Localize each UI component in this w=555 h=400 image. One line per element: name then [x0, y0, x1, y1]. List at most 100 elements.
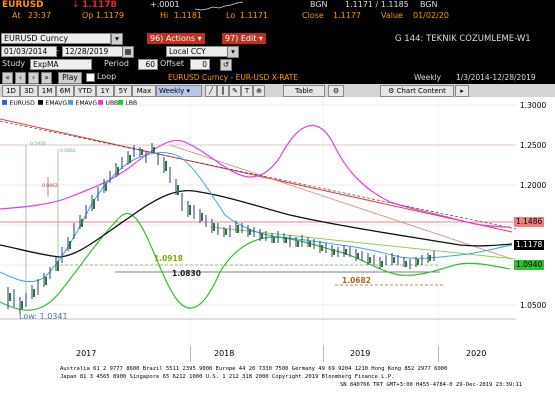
legend-swatch: [118, 100, 123, 105]
trendline-green[interactable]: [209, 226, 516, 260]
at-label: At: [12, 11, 21, 20]
low-label: Lo: [226, 11, 236, 20]
candles[interactable]: [7, 143, 435, 315]
fib-label-3: 0.0462: [42, 183, 58, 189]
range-toolbar: 1D 3D 1M 6M YTD 1Y 5Y Max Weekly ▾ ╱ ┃ ✎…: [0, 84, 555, 97]
bgn-label-2: BGN: [420, 0, 438, 9]
quote-bar: EURUSD ↓ 1.1178 +.0001 BGN 1.1171 / 1.11…: [0, 0, 555, 11]
step-back-icon[interactable]: ‹: [15, 72, 26, 84]
down-arrow-icon: ↓: [72, 0, 80, 10]
loop-label: Loop: [97, 72, 117, 81]
footer-line-3: SN 840766 TRT GMT+3:00 H455-4784-0 29-De…: [340, 382, 523, 388]
zoom-icon[interactable]: ⊕: [253, 85, 265, 97]
currency-select[interactable]: Local CCY: [166, 46, 228, 57]
legend-label: EURUSD: [9, 100, 35, 107]
range-5y-button[interactable]: 5Y: [114, 85, 132, 97]
skip-back-icon[interactable]: «: [2, 72, 13, 84]
value-date: 01/02/20: [413, 11, 449, 20]
level-2-label: 1.0830: [172, 269, 201, 278]
bgn-label: BGN: [310, 0, 328, 9]
actions-menu[interactable]: 96) Actions ▾: [147, 33, 205, 44]
low-value: 1.1171: [240, 11, 268, 20]
annotation-icon[interactable]: T: [241, 85, 253, 97]
collapse-icon[interactable]: ▸: [455, 85, 469, 97]
price-tag-resistance: 1.1486: [514, 217, 545, 227]
reset-icon[interactable]: ↺: [220, 59, 232, 71]
date-separator: -: [56, 46, 59, 55]
draw-tool-icon[interactable]: ✎: [229, 85, 241, 97]
edit-menu[interactable]: 97) Edit ▾: [222, 33, 266, 44]
high-value: 1.1181: [174, 11, 202, 20]
range-max-button[interactable]: Max: [132, 85, 156, 97]
range-1m-button[interactable]: 1M: [38, 85, 56, 97]
level-3-label: 1.0682: [342, 276, 371, 285]
axis-tick: 1.3000: [520, 101, 547, 110]
table-button[interactable]: Table: [283, 85, 325, 97]
trendline-red[interactable]: [0, 118, 513, 233]
toolbar-row-2: 01/03/2014 - 12/28/2019 ▦ Local CCY ▾: [0, 46, 555, 58]
price-tag-lbb: 1.0940: [514, 260, 545, 270]
step-forward-icon[interactable]: ›: [28, 72, 39, 84]
footer: Australia 61 2 9777 8600 Brazil 5511 239…: [0, 362, 555, 400]
range-3d-button[interactable]: 3D: [20, 85, 38, 97]
range-1d-button[interactable]: 1D: [2, 85, 20, 97]
value-label: Value: [381, 11, 403, 20]
range-6m-button[interactable]: 6M: [56, 85, 74, 97]
range-1y-button[interactable]: 1Y: [96, 85, 114, 97]
study-select[interactable]: ExpMA: [30, 59, 92, 70]
actions-num: 96): [150, 34, 164, 43]
legend-swatch: [38, 100, 43, 105]
bid-ask: 1.1171 / 1.1185: [345, 0, 409, 9]
price-chart: 1.0918 1.0830 1.0682 Low: 1.0341 0.5918 …: [0, 97, 517, 345]
close-label: Close: [302, 11, 324, 20]
frequency-label: Weekly: [414, 73, 442, 82]
gear-icon: ⚙: [388, 87, 395, 95]
chevron-down-icon: ▾: [197, 34, 202, 43]
level-1-label: 1.0918: [154, 254, 183, 263]
quote-detail-bar: At 23:37 Op 1.1179 Hi 1.1181 Lo 1.1171 C…: [0, 11, 555, 22]
end-date-field[interactable]: 12/28/2019: [62, 46, 123, 57]
legend-item[interactable]: UBB: [98, 98, 118, 107]
security-dropdown-button[interactable]: ▾: [111, 33, 123, 45]
loop-checkbox[interactable]: [86, 73, 95, 82]
edit-num: 97): [225, 34, 239, 43]
legend-label: LBB: [125, 100, 138, 107]
gridlines: [0, 97, 516, 345]
currency-dropdown-button[interactable]: ▾: [227, 46, 239, 58]
change-value: +.0001: [150, 0, 180, 9]
skip-forward-icon[interactable]: »: [41, 72, 52, 84]
period-field[interactable]: 60: [138, 59, 158, 70]
calendar-icon[interactable]: ▦: [122, 46, 134, 58]
start-date-field[interactable]: 01/03/2014: [1, 46, 57, 57]
legend-item[interactable]: EMAVG: [68, 98, 97, 107]
legend-item[interactable]: EMAVG: [38, 98, 67, 107]
legend-item[interactable]: EURUSD: [2, 98, 35, 107]
high-label: Hi: [160, 11, 169, 20]
settings-icon[interactable]: ⚙: [328, 85, 344, 97]
lower-bollinger-line: [0, 213, 511, 311]
frequency-value: Weekly: [159, 87, 185, 95]
legend-item[interactable]: LBB: [118, 98, 137, 107]
year-label: 2020: [466, 349, 487, 358]
edit-label: Edit: [240, 34, 257, 43]
line-chart-icon[interactable]: ╱: [205, 85, 217, 97]
offset-label: Offset: [160, 59, 185, 68]
candle-chart-icon[interactable]: ┃: [217, 85, 229, 97]
range-ytd-button[interactable]: YTD: [74, 85, 96, 97]
play-button[interactable]: Play: [58, 72, 82, 84]
frequency-select[interactable]: Weekly ▾: [156, 85, 202, 97]
ema-long-line: [0, 189, 513, 258]
low-label: Low: 1.0341: [19, 312, 68, 321]
toolbar-row-3: Study ExpMA Period 60 Offset 0 ↺: [0, 59, 555, 71]
axis-tick: 1.2500: [520, 141, 547, 150]
legend-swatch: [68, 100, 73, 105]
chart-content-button[interactable]: ⚙ Chart Content: [380, 85, 454, 97]
trendline-pink[interactable]: [169, 144, 513, 260]
security-field[interactable]: EURUSD Curncy: [1, 33, 111, 44]
year-label: 2019: [350, 349, 371, 358]
trendline-dashed[interactable]: [0, 120, 517, 230]
offset-field[interactable]: 0: [190, 59, 210, 70]
legend-label: EMAVG: [45, 100, 67, 107]
year-label: 2018: [214, 349, 235, 358]
close-value: 1.1177: [333, 11, 361, 20]
